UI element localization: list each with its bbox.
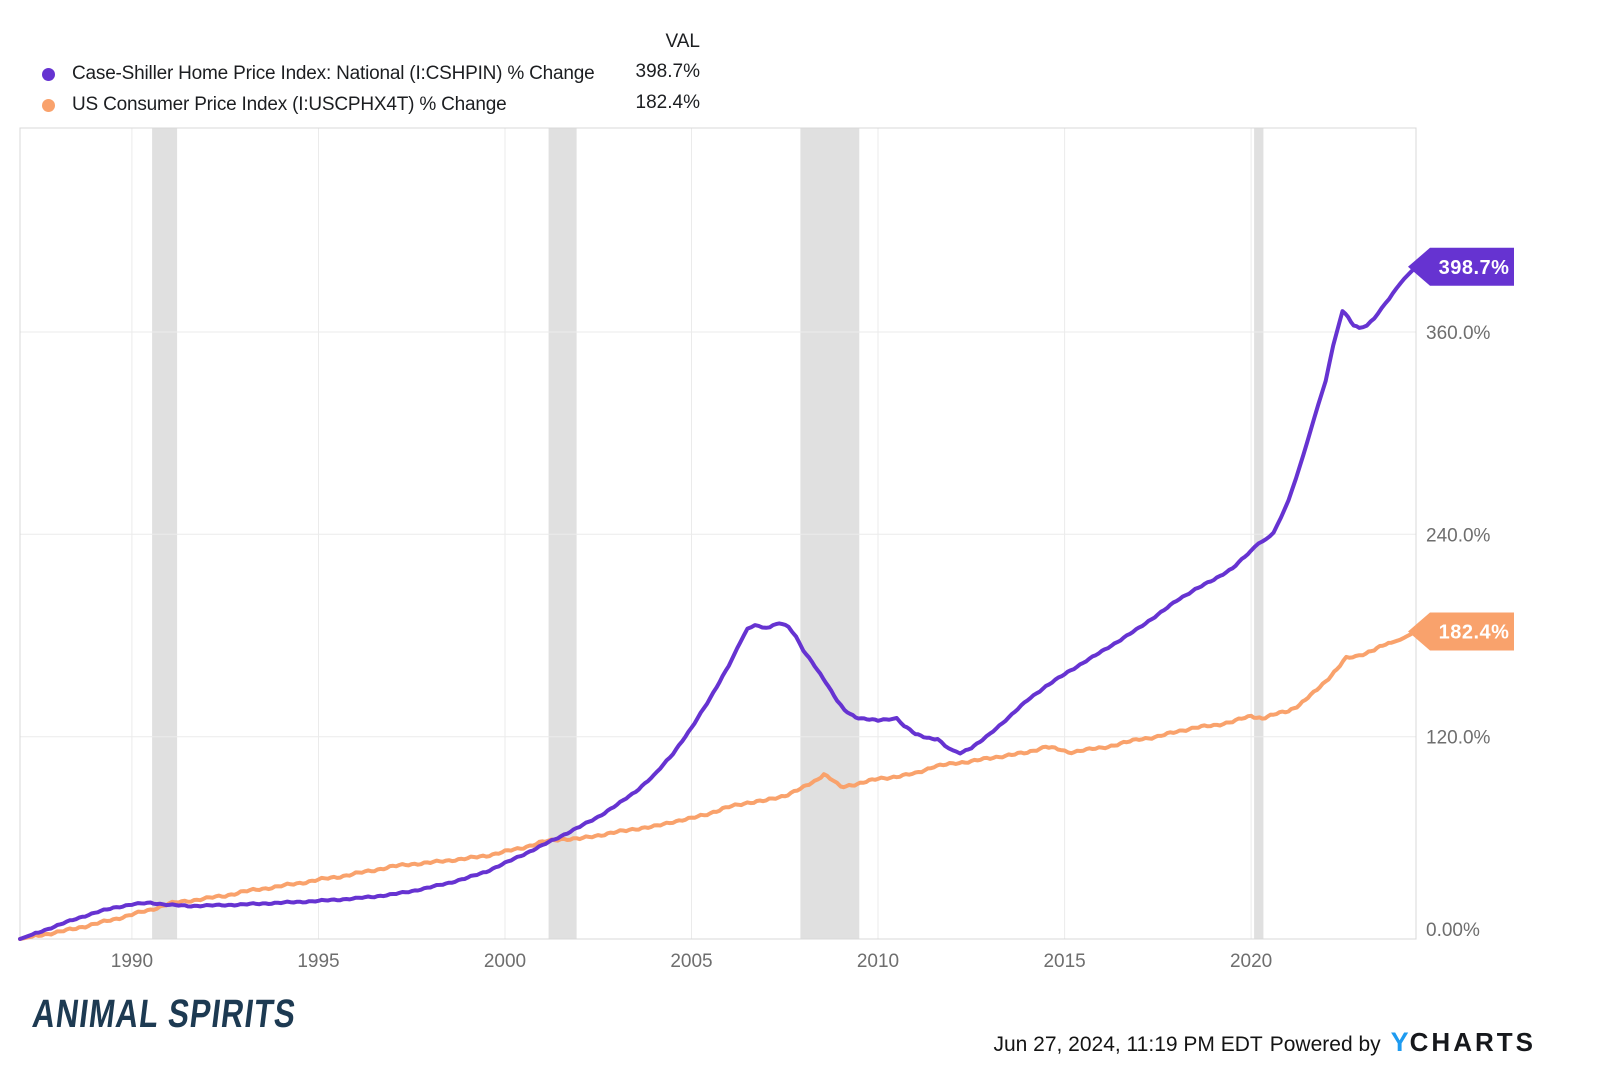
ycharts-logo-y[interactable]: Y [1390,1027,1410,1057]
recession-band-2 [800,128,860,939]
cshpin-value-badge-label: 398.7% [1439,257,1510,279]
series-value-badges: 398.7% 182.4% [1408,247,1514,651]
plot-area[interactable] [18,264,1418,941]
cshpin-series-label: Case-Shiller Home Price Index: National … [72,63,595,84]
cpi-value-badge-label: 182.4% [1439,622,1510,644]
chart-timestamp: Jun 27, 2024, 11:19 PM EDT [993,1033,1263,1056]
recession-bands [152,128,1264,939]
y-tick-label-120: 120.0% [1426,728,1491,749]
legend-val-header: VAL [665,31,700,52]
animal-spirits-logo: ANIMAL SPIRITS [30,990,299,1036]
powered-by-label: Powered by [1269,1033,1381,1056]
legend-row-cshpin[interactable]: Case-Shiller Home Price Index: National … [42,61,595,87]
x-axis-labels: 1990 1995 2000 2005 2010 2015 2020 [111,951,1272,972]
recession-band-0 [152,128,178,939]
recession-band-3 [1254,128,1264,939]
x-tick-label-1995: 1995 [297,951,339,972]
y-axis-labels: 0.00% 120.0% 240.0% 360.0% [1426,323,1491,941]
x-tick-label-1990: 1990 [111,951,153,972]
gridlines [20,128,1416,939]
x-tick-label-2010: 2010 [857,951,899,972]
x-tick-label-2020: 2020 [1230,951,1272,972]
cpi-series-dot-icon [42,98,55,112]
cshpin-line [18,264,1418,941]
cshpin-series-dot-icon [42,67,55,81]
y-tick-label-0: 0.00% [1426,920,1480,941]
cshpin-value-badge [1408,247,1514,286]
x-tick-label-2000: 2000 [484,951,526,972]
legend-row-cpi[interactable]: US Consumer Price Index (I:USCPHX4T) % C… [42,92,507,118]
x-tick-label-2015: 2015 [1043,951,1085,972]
y-tick-label-360: 360.0% [1426,323,1491,344]
cpi-series-value: 182.4% [635,92,700,113]
plot-border [19,127,1417,940]
cpi-series-label: US Consumer Price Index (I:USCPHX4T) % C… [72,94,507,115]
cpi-line [18,629,1418,941]
recession-band-1 [548,128,577,939]
cpi-value-badge [1408,612,1514,651]
x-tick-label-2005: 2005 [670,951,712,972]
footer-attribution: Jun 27, 2024, 11:19 PM EDT Powered by Y … [993,1027,1536,1058]
cshpin-series-value: 398.7% [635,61,700,82]
y-tick-label-240: 240.0% [1426,525,1491,546]
ycharts-logo-text[interactable]: CHARTS [1409,1027,1536,1057]
legend: VAL Case-Shiller Home Price Index: Natio… [0,0,760,125]
